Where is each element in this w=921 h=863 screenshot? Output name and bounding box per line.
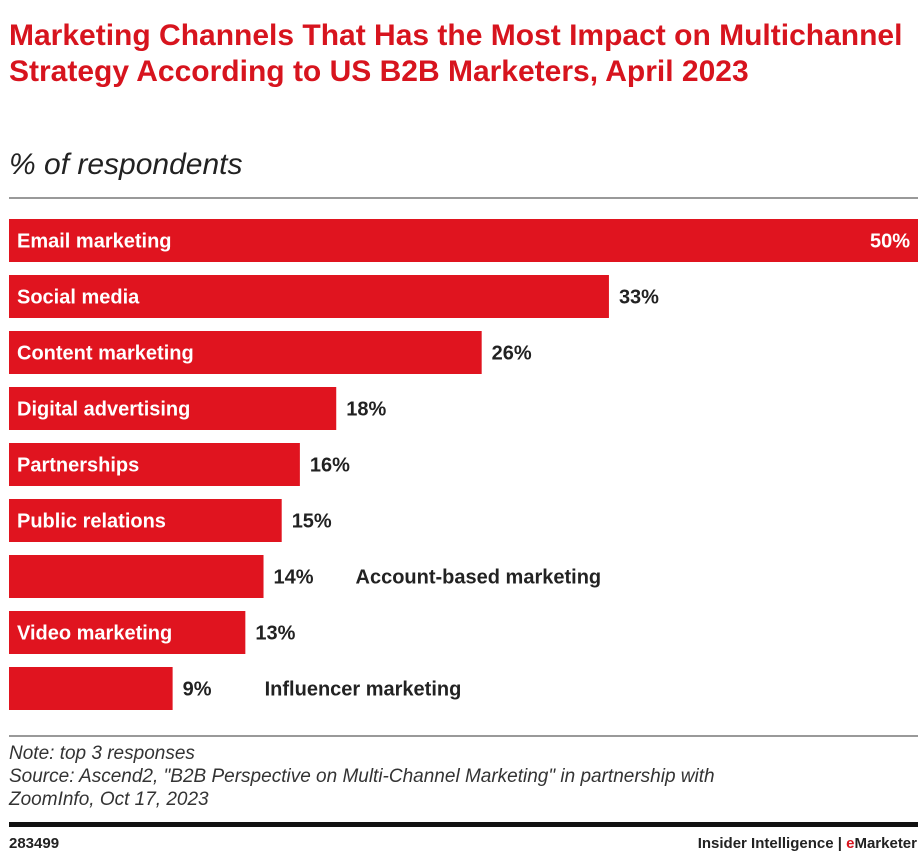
- chart-subtitle: % of respondents: [9, 148, 243, 181]
- value-label: 16%: [310, 455, 350, 477]
- category-label: Influencer marketing: [265, 679, 462, 701]
- brand-rest: Marketer: [854, 835, 917, 852]
- category-label: Video marketing: [17, 623, 172, 645]
- chart-id: 283499: [9, 835, 60, 852]
- category-label: Public relations: [17, 511, 166, 533]
- bar: [9, 219, 918, 262]
- chart-title: Marketing Channels That Has the Most Imp…: [9, 19, 903, 88]
- note-text: Note: top 3 responses: [9, 743, 195, 764]
- category-label: Content marketing: [17, 343, 194, 365]
- top-divider: [9, 197, 918, 199]
- value-label: 14%: [274, 567, 314, 589]
- value-label: 13%: [255, 623, 295, 645]
- bar: [9, 331, 482, 374]
- bar-chart: Email marketing 50% Social media 33% Content…: [9, 219, 918, 710]
- value-label: 50%: [870, 231, 910, 253]
- bar: [9, 387, 337, 430]
- bar: [9, 555, 264, 598]
- value-label: 33%: [619, 287, 659, 309]
- category-label: Partnerships: [17, 455, 139, 477]
- value-label: 15%: [292, 511, 332, 533]
- value-label: 9%: [183, 679, 212, 701]
- chart-notes: Note: top 3 responses Source: Ascend2, "…: [9, 742, 715, 811]
- value-label: 18%: [346, 399, 386, 421]
- category-label: Digital advertising: [17, 399, 190, 421]
- bar: [9, 611, 246, 654]
- bar: [9, 499, 282, 542]
- bar: [9, 275, 609, 318]
- category-label: Social media: [17, 287, 140, 309]
- category-label: Email marketing: [17, 231, 172, 253]
- note-divider: [9, 735, 918, 737]
- category-label: Account-based marketing: [356, 567, 602, 589]
- source-text-2: ZoomInfo, Oct 17, 2023: [9, 789, 209, 810]
- brand-logo: Insider Intelligence | eMarketer: [698, 835, 917, 852]
- brand-prefix: Insider Intelligence |: [697, 835, 847, 852]
- source-text-1: Source: Ascend2, "B2B Perspective on Mul…: [9, 766, 715, 787]
- bar: [9, 443, 300, 486]
- footer-divider: [9, 822, 918, 827]
- value-label: 26%: [492, 343, 532, 365]
- bar: [9, 667, 173, 710]
- brand-e: e: [846, 835, 855, 852]
